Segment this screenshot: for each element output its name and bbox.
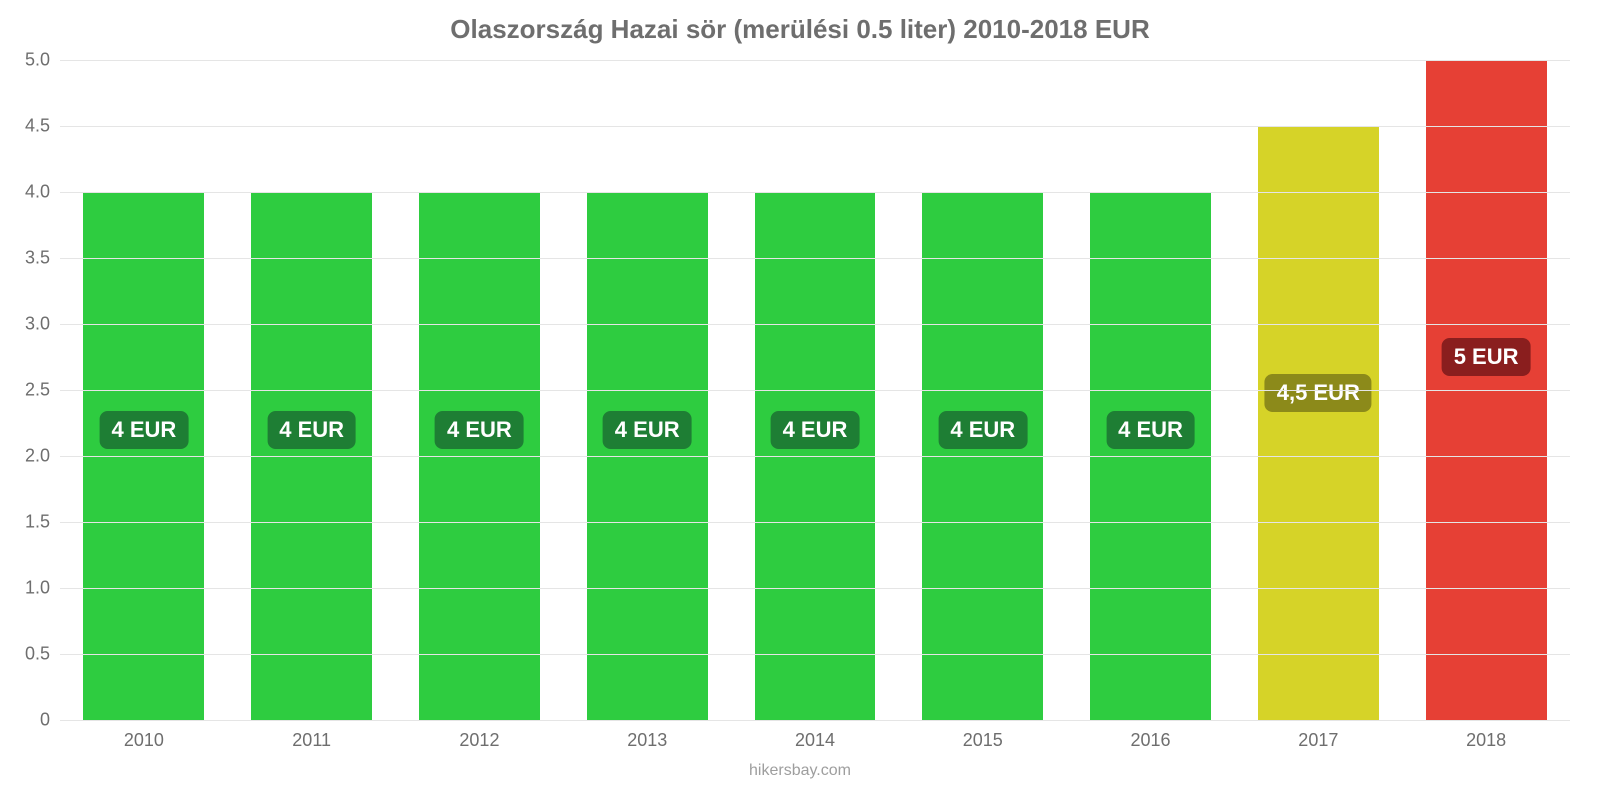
grid-line: [60, 588, 1570, 589]
grid-line: [60, 522, 1570, 523]
y-tick-label: 2.5: [25, 380, 60, 401]
bar-value-label: 4 EUR: [1106, 411, 1195, 449]
y-tick-label: 4.0: [25, 182, 60, 203]
plot-area: 4 EUR 4 EUR 4 EUR 4 EUR 4 EUR 4 EUR 4 EUR 4,5 E…: [60, 60, 1570, 720]
bar-chart: Olaszország Hazai sör (merülési 0.5 lite…: [0, 0, 1600, 800]
x-tick-label: 2010: [124, 720, 164, 751]
y-tick-label: 0: [40, 710, 60, 731]
y-tick-label: 2.0: [25, 446, 60, 467]
x-tick-label: 2018: [1466, 720, 1506, 751]
y-tick-label: 3.5: [25, 248, 60, 269]
bar-value-label: 4 EUR: [603, 411, 692, 449]
bar-value-label: 4 EUR: [99, 411, 188, 449]
x-tick-label: 2013: [627, 720, 667, 751]
x-tick-label: 2016: [1131, 720, 1171, 751]
bar-value-label: 4 EUR: [938, 411, 1027, 449]
bar-value-label: 4 EUR: [267, 411, 356, 449]
y-tick-label: 3.0: [25, 314, 60, 335]
y-tick-label: 0.5: [25, 644, 60, 665]
grid-line: [60, 60, 1570, 61]
chart-source: hikersbay.com: [0, 762, 1600, 780]
bar-value-label: 4,5 EUR: [1265, 374, 1372, 412]
y-tick-label: 1.0: [25, 578, 60, 599]
y-tick-label: 1.5: [25, 512, 60, 533]
x-tick-label: 2017: [1298, 720, 1338, 751]
y-tick-label: 4.5: [25, 116, 60, 137]
x-tick-label: 2012: [459, 720, 499, 751]
x-tick-label: 2014: [795, 720, 835, 751]
grid-line: [60, 258, 1570, 259]
grid-line: [60, 654, 1570, 655]
grid-line: [60, 456, 1570, 457]
grid-line: [60, 192, 1570, 193]
bar: 4,5 EUR: [1258, 126, 1379, 720]
x-tick-label: 2011: [292, 720, 331, 751]
grid-line: [60, 324, 1570, 325]
grid-line: [60, 126, 1570, 127]
x-tick-label: 2015: [963, 720, 1003, 751]
y-tick-label: 5.0: [25, 50, 60, 71]
chart-title: Olaszország Hazai sör (merülési 0.5 lite…: [0, 0, 1600, 51]
bar-value-label: 5 EUR: [1442, 338, 1531, 376]
grid-line: [60, 390, 1570, 391]
bar-value-label: 4 EUR: [771, 411, 860, 449]
bar-value-label: 4 EUR: [435, 411, 524, 449]
